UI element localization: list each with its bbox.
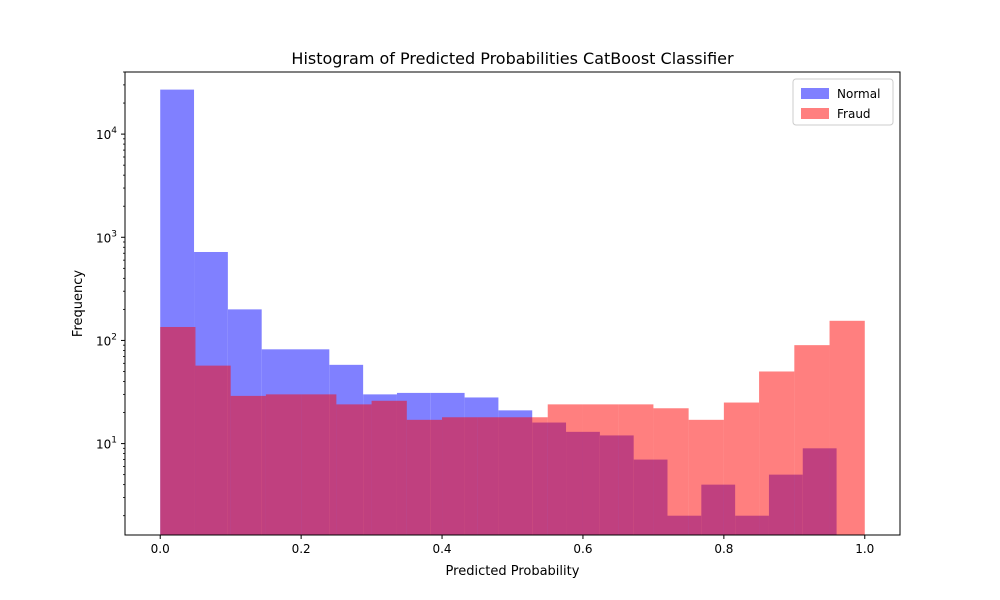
- fraud-bar: [230, 395, 266, 535]
- fraud-bar: [336, 404, 372, 535]
- fraud-bar: [794, 345, 830, 535]
- fraud-bar: [582, 404, 619, 535]
- fraud-bar: [723, 402, 760, 535]
- fraud-bar: [759, 371, 795, 535]
- fraud-bar: [618, 404, 654, 535]
- fraud-bar: [477, 417, 513, 535]
- legend-swatch-fraud: [801, 108, 829, 119]
- legend: Normal Fraud: [792, 78, 894, 126]
- bars-layer: [160, 89, 865, 535]
- x-axis-label: Predicted Probability: [446, 564, 580, 579]
- legend-label-fraud: Fraud: [837, 107, 871, 121]
- x-axis: 0.0 0.2 0.4 0.6 0.8 1.0: [151, 535, 874, 556]
- fraud-bar: [265, 394, 302, 535]
- fraud-bar: [371, 400, 407, 535]
- fraud-bar: [301, 394, 337, 535]
- chart-title: Histogram of Predicted Probabilities Cat…: [291, 49, 734, 68]
- legend-swatch-normal: [801, 88, 829, 99]
- fraud-bar: [442, 417, 478, 535]
- fraud-bar: [688, 419, 724, 535]
- plot-frame: [124, 71, 901, 536]
- fraud-bar: [653, 408, 689, 535]
- fraud-bar: [829, 320, 865, 535]
- x-tick-label: 0.0: [151, 542, 170, 556]
- x-tick-label: 0.4: [432, 542, 451, 556]
- fraud-bar: [512, 417, 548, 535]
- fraud-bar: [195, 365, 231, 535]
- y-axis-label: Frequency: [71, 270, 86, 337]
- fraud-bar: [160, 326, 196, 535]
- fraud-bar: [406, 419, 443, 535]
- fraud-bar: [547, 404, 583, 535]
- x-tick-label: 0.6: [573, 542, 592, 556]
- legend-label-normal: Normal: [837, 87, 880, 101]
- x-tick-label: 1.0: [855, 542, 874, 556]
- x-tick-label: 0.2: [292, 542, 311, 556]
- x-tick-label: 0.8: [714, 542, 733, 556]
